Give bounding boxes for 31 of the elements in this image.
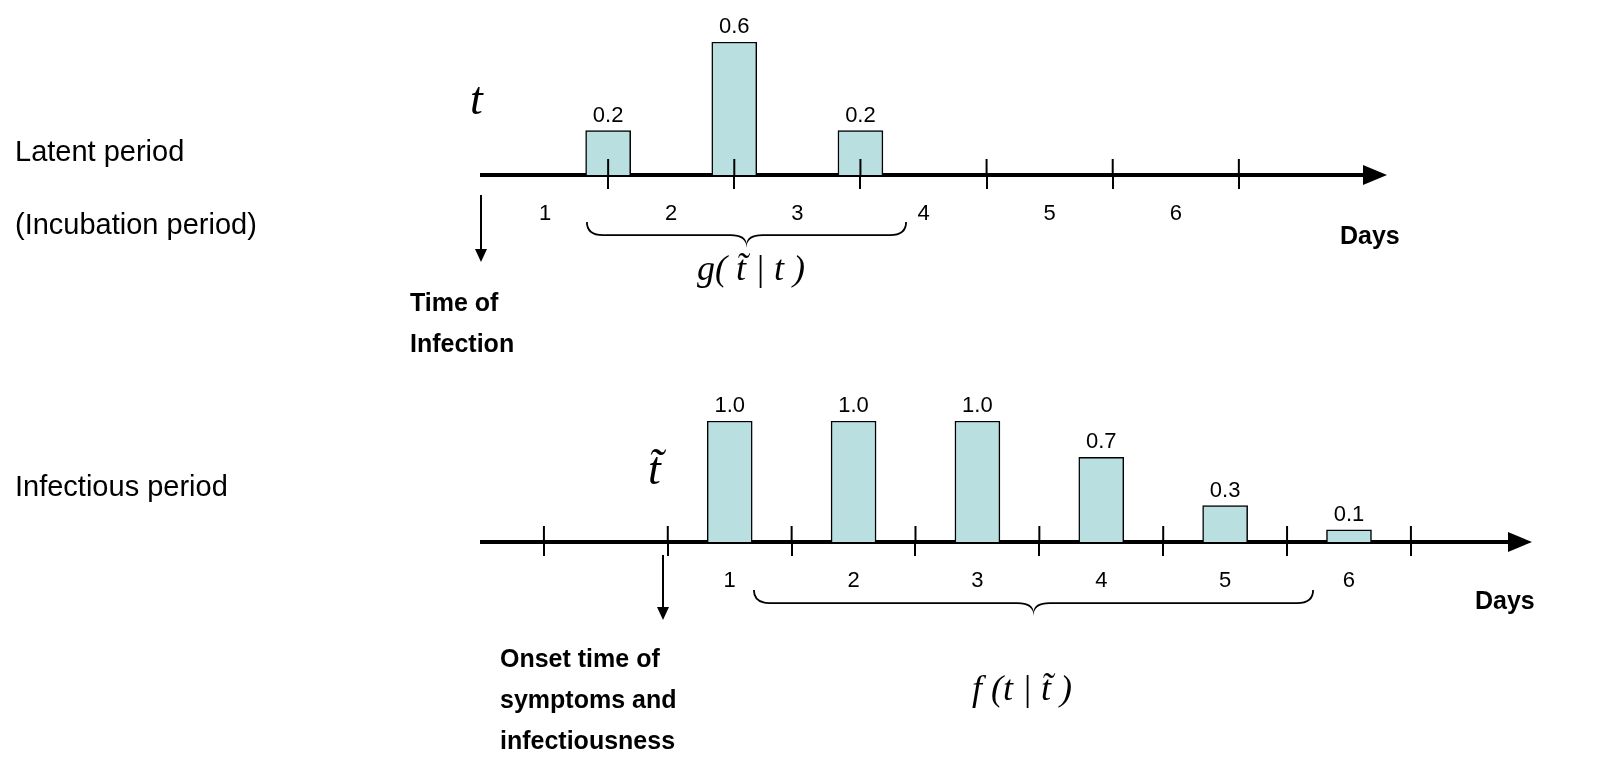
data-label: 0.2 bbox=[845, 101, 876, 127]
data-label: 0.3 bbox=[1209, 476, 1241, 502]
text: Time of Infection bbox=[410, 287, 516, 359]
data-label: 1.0 bbox=[838, 392, 869, 418]
x-tick-label: 5 bbox=[1219, 567, 1232, 593]
x-tick-label: 2 bbox=[665, 200, 678, 226]
data-label: 1.0 bbox=[962, 392, 993, 418]
x-tick-label: 4 bbox=[1095, 567, 1108, 593]
x-tick-label: 1 bbox=[538, 200, 552, 226]
x-tick-label: 6 bbox=[1342, 567, 1356, 593]
x-tick-label: 2 bbox=[847, 567, 860, 593]
data-label: 0.7 bbox=[1085, 428, 1117, 454]
x-tick-label: 4 bbox=[917, 200, 930, 226]
x-tick-label: 5 bbox=[1043, 200, 1056, 226]
text: g( t̃ | t ) bbox=[697, 247, 805, 289]
data-label: 1.0 bbox=[714, 392, 746, 418]
x-axis-title: Days bbox=[1340, 220, 1400, 251]
x-tick-label: 6 bbox=[1169, 200, 1182, 226]
data-label: 0.2 bbox=[592, 101, 624, 127]
text: f (t | t̃ ) bbox=[972, 667, 1072, 709]
x-tick-label: 3 bbox=[791, 200, 804, 226]
x-tick-label: 3 bbox=[971, 567, 984, 593]
text: Onset time of symptoms and infectiousness bbox=[500, 643, 678, 756]
x-axis-title: Days bbox=[1475, 585, 1535, 616]
x-tick-label: 1 bbox=[723, 567, 736, 593]
text: Latent period bbox=[15, 135, 185, 168]
data-label: 0.6 bbox=[718, 13, 750, 39]
data-label: 0.1 bbox=[1333, 500, 1365, 526]
annotation: t bbox=[470, 72, 483, 125]
text: (Incubation period) bbox=[15, 208, 257, 241]
text: Infectious period bbox=[15, 470, 228, 503]
